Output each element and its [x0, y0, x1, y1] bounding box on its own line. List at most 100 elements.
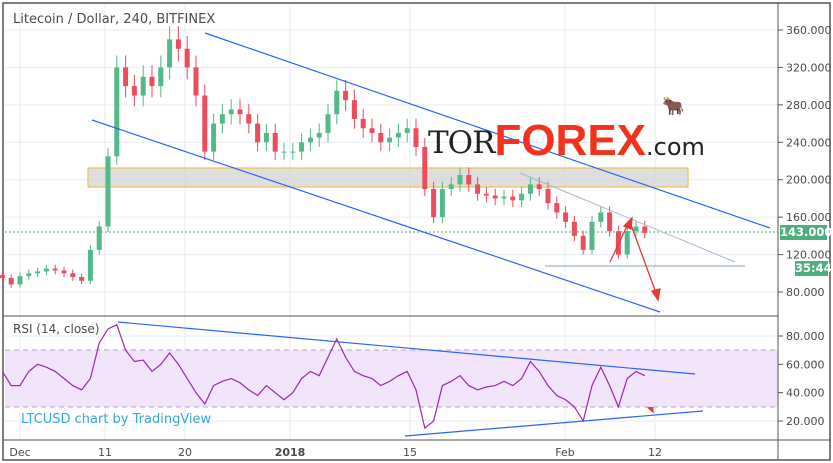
- price-tick-label: 120.000: [786, 249, 832, 262]
- candle-body: [123, 67, 129, 87]
- candle-body: [589, 221, 595, 250]
- candle: [96, 220, 102, 255]
- candle-body: [571, 221, 577, 236]
- candle-body: [369, 128, 375, 133]
- candle-body: [527, 184, 533, 194]
- candle-body: [554, 203, 560, 213]
- candle: [369, 118, 375, 143]
- bull-icon: 🐂: [662, 96, 685, 117]
- candle-body: [105, 156, 111, 227]
- candle-body: [492, 195, 498, 199]
- candle: [615, 225, 621, 260]
- time-tick-label: 15: [403, 446, 417, 459]
- candle-body: [413, 128, 419, 147]
- candle-body: [149, 76, 155, 87]
- candle-body: [8, 277, 14, 285]
- candle: [589, 216, 595, 255]
- candle-body: [395, 132, 401, 138]
- candle: [70, 269, 76, 281]
- candle: [563, 206, 569, 228]
- tradingview-credit-link[interactable]: LTCUSD chart by TradingView: [21, 412, 212, 427]
- candle: [114, 55, 120, 165]
- candle: [571, 216, 577, 242]
- candle-body: [457, 175, 463, 185]
- candle-body: [263, 132, 269, 143]
- candle-body: [598, 212, 604, 222]
- candle: [378, 123, 384, 152]
- logo-forex: FOREX: [494, 116, 647, 165]
- gray-trend-line[interactable]: [519, 172, 736, 263]
- candle-body: [219, 114, 225, 124]
- candle-body: [158, 67, 164, 87]
- candle-body: [290, 151, 296, 153]
- time-tick-label: Feb: [555, 446, 574, 459]
- rsi-tick-label: 60.000: [786, 358, 825, 371]
- candle: [123, 55, 129, 98]
- candle: [219, 104, 225, 134]
- candle: [0, 271, 5, 282]
- candle: [26, 269, 32, 280]
- candle: [299, 133, 305, 161]
- candle: [52, 264, 58, 275]
- torforex-logo: TOR FOREX .com: [428, 116, 705, 165]
- candle-body: [404, 128, 410, 133]
- candle: [167, 26, 173, 80]
- candle: [149, 65, 155, 98]
- candle-body: [351, 100, 357, 119]
- candle: [175, 26, 181, 62]
- candle: [35, 267, 41, 278]
- candle: [466, 167, 472, 192]
- price-tick-label: 200.000: [786, 174, 832, 187]
- candle: [290, 143, 296, 161]
- candle-body: [211, 123, 217, 152]
- candle-body: [0, 275, 5, 278]
- candle-body: [580, 235, 586, 250]
- candle-body: [140, 76, 146, 96]
- candle-body: [43, 268, 49, 272]
- candle-body: [536, 184, 542, 190]
- price-tick-label: 240.000: [786, 136, 832, 149]
- rsi-tick-label: 20.000: [786, 415, 825, 428]
- candle: [598, 206, 604, 228]
- candle-body: [624, 231, 630, 255]
- candle: [642, 220, 648, 239]
- candle: [237, 99, 243, 125]
- candle: [193, 55, 199, 107]
- channel-upper-line[interactable]: [204, 32, 771, 229]
- candle-body: [87, 249, 93, 281]
- last-price-label: 143.000: [780, 225, 833, 240]
- candle-body: [325, 114, 331, 133]
- candle-body: [228, 109, 234, 115]
- candle: [281, 143, 287, 161]
- channel-lower-line[interactable]: [91, 119, 661, 313]
- candle-body: [237, 109, 243, 115]
- candle-body: [316, 132, 322, 138]
- rsi-upper-trend-line[interactable]: [117, 321, 696, 375]
- price-tick-label: 360.000: [786, 24, 832, 37]
- candle-body: [607, 212, 613, 232]
- price-tick-label: 280.000: [786, 99, 832, 112]
- time-tick-label: 2018: [275, 446, 306, 459]
- candle-body: [175, 39, 181, 49]
- candle-body: [61, 270, 67, 274]
- candle: [43, 264, 49, 276]
- candle: [61, 266, 67, 278]
- rsi-lower-trend-line[interactable]: [404, 410, 704, 437]
- price-tick-label: 160.000: [786, 211, 832, 224]
- candle-body: [563, 212, 569, 222]
- time-axis-ticks: Dec 11 20 2018 15 Feb 12: [9, 446, 662, 459]
- candle: [307, 128, 313, 152]
- candle-body: [343, 90, 349, 101]
- candle-body: [545, 189, 551, 204]
- candle: [475, 177, 481, 201]
- candle-body: [184, 48, 190, 68]
- candle-body: [633, 226, 639, 232]
- candle-body: [114, 67, 120, 157]
- candle: [501, 189, 507, 206]
- candle-body: [246, 114, 252, 124]
- logo-com: .com: [646, 133, 705, 161]
- candle-body: [193, 67, 199, 96]
- candle-body: [272, 132, 278, 152]
